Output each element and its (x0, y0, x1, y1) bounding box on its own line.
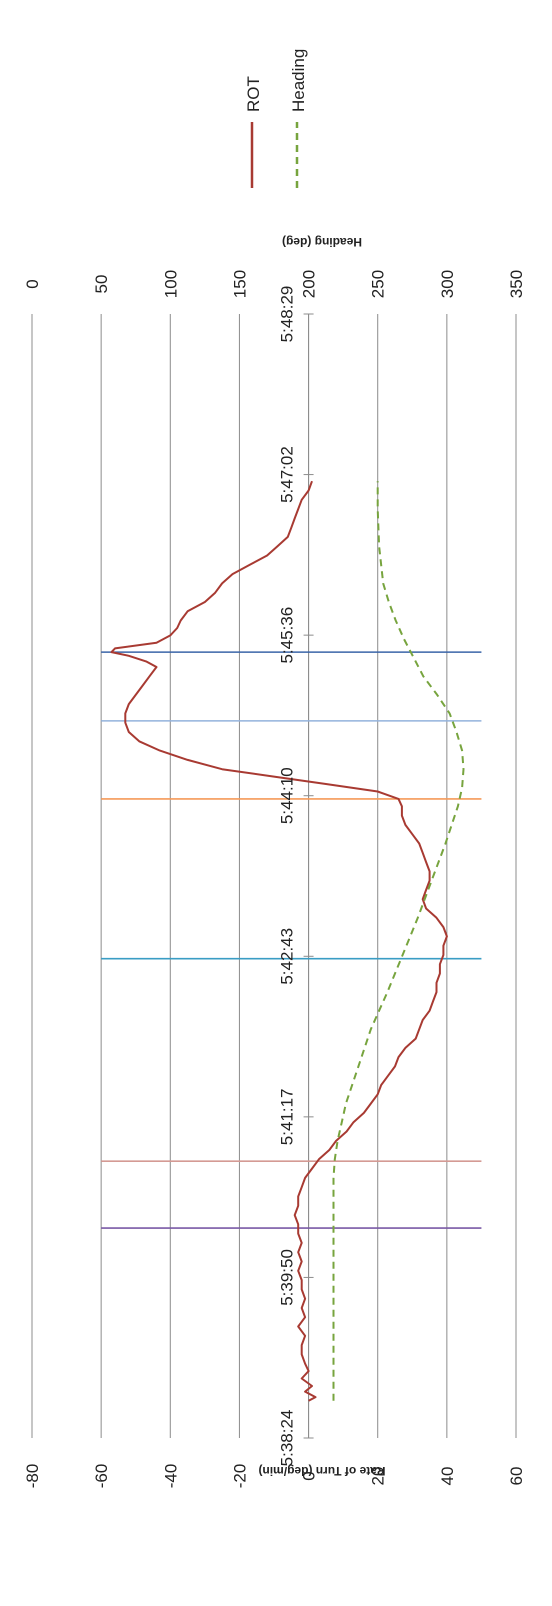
axes (303, 313, 314, 1439)
left-tick-label-3: -20 (230, 1464, 249, 1489)
left-tick-label-7: 60 (507, 1467, 526, 1486)
right-tick-label-2: 100 (161, 270, 180, 298)
right-tick-label-0: 0 (23, 279, 42, 288)
right-tick-label-3: 150 (230, 270, 249, 298)
series-layer (110, 480, 465, 1402)
legend: ROT Heading (244, 49, 308, 188)
right-tick-label-1: 50 (92, 275, 111, 294)
x-tick-label-6: 5:47:02 (278, 446, 297, 503)
x-tick-label-2: 5:41:17 (278, 1088, 297, 1145)
x-tick-label-7: 5:48:29 (278, 286, 297, 343)
left-tick-label-6: 40 (438, 1467, 457, 1486)
right-axis-ticks: 0 50 100 150 200 250 300 350 (23, 270, 526, 298)
left-tick-label-2: -40 (161, 1464, 180, 1489)
right-tick-label-4: 200 (300, 270, 319, 298)
left-axis-ticks: -80 -60 -40 -20 0 20 40 60 (23, 1464, 526, 1489)
right-tick-label-7: 350 (507, 270, 526, 298)
right-axis-title: Heading (deg) (282, 235, 362, 249)
x-tick-label-4: 5:44:10 (278, 767, 297, 824)
series-rot-line (110, 480, 448, 1402)
right-tick-label-5: 250 (369, 270, 388, 298)
series-heading-line (332, 481, 465, 1401)
x-tick-label-5: 5:45:36 (278, 607, 297, 664)
legend-heading-label: Heading (289, 49, 308, 112)
left-tick-label-5: 20 (369, 1467, 388, 1486)
right-tick-label-6: 300 (438, 270, 457, 298)
legend-rot-label: ROT (244, 76, 263, 112)
x-tick-label-1: 5:39:50 (278, 1249, 297, 1306)
x-axis-ticks: 5:38:24 5:39:50 5:41:17 5:42:43 5:44:10 5:45:… (278, 286, 297, 1467)
x-tick-label-3: 5:42:43 (278, 928, 297, 985)
left-axis-title: Rate of Turn (deg/min) (258, 1464, 385, 1478)
vertical-markers (101, 651, 482, 1229)
x-tick-label-0: 5:38:24 (278, 1410, 297, 1467)
left-tick-label-1: -60 (92, 1464, 111, 1489)
left-tick-label-4: 0 (300, 1471, 319, 1480)
left-tick-label-0: -80 (23, 1464, 42, 1489)
